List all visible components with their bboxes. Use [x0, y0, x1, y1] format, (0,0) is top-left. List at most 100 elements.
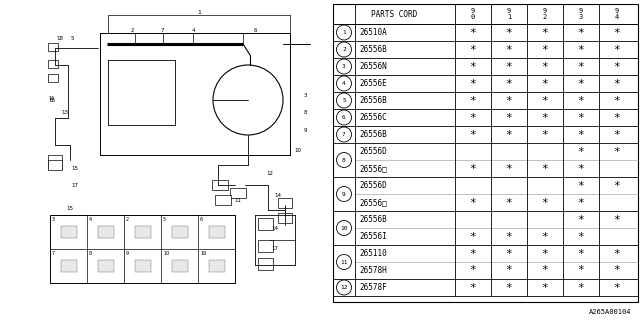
Text: *: *: [506, 78, 513, 89]
Circle shape: [337, 280, 351, 295]
Text: *: *: [541, 78, 548, 89]
Text: 16: 16: [200, 251, 206, 256]
Text: *: *: [541, 266, 548, 276]
Text: *: *: [614, 249, 620, 259]
Text: *: *: [614, 147, 620, 156]
Text: *: *: [578, 180, 584, 190]
Bar: [61, 260, 77, 272]
Text: 10: 10: [163, 251, 169, 256]
Text: *: *: [470, 130, 476, 140]
Text: *: *: [614, 61, 620, 71]
Text: 14: 14: [275, 193, 282, 197]
Text: *: *: [506, 283, 513, 292]
Bar: [258, 258, 273, 270]
Bar: [134, 226, 150, 238]
Text: 26556D: 26556D: [359, 147, 387, 156]
Text: *: *: [470, 231, 476, 242]
Text: 10: 10: [294, 148, 301, 153]
Bar: [258, 240, 273, 252]
Circle shape: [337, 187, 351, 202]
Text: 7: 7: [52, 251, 55, 256]
Circle shape: [337, 42, 351, 57]
Circle shape: [337, 127, 351, 142]
Text: *: *: [470, 28, 476, 37]
Circle shape: [337, 76, 351, 91]
Circle shape: [337, 59, 351, 74]
Text: 26556E: 26556E: [359, 79, 387, 88]
Text: *: *: [614, 44, 620, 54]
Text: *: *: [541, 61, 548, 71]
Text: *: *: [578, 95, 584, 106]
Circle shape: [337, 25, 351, 40]
Bar: [134, 260, 150, 272]
Text: A265A00104: A265A00104: [589, 309, 631, 315]
Text: 14: 14: [271, 226, 278, 231]
Text: 1: 1: [342, 30, 346, 35]
Bar: [333, 4, 638, 302]
Text: *: *: [470, 113, 476, 123]
Bar: [61, 226, 77, 238]
Text: *: *: [578, 28, 584, 37]
Text: *: *: [614, 180, 620, 190]
Text: 16: 16: [49, 98, 56, 102]
Text: 17: 17: [271, 246, 278, 251]
Text: *: *: [470, 249, 476, 259]
Text: PARTS CORD: PARTS CORD: [371, 10, 417, 19]
Text: 26556C: 26556C: [359, 113, 387, 122]
Text: *: *: [541, 28, 548, 37]
Text: *: *: [614, 266, 620, 276]
Text: 9: 9: [303, 127, 307, 132]
Text: *: *: [506, 231, 513, 242]
Text: *: *: [614, 283, 620, 292]
Text: *: *: [578, 266, 584, 276]
Text: 26556B: 26556B: [359, 96, 387, 105]
Text: 26556D: 26556D: [359, 181, 387, 190]
Text: 12: 12: [266, 171, 273, 175]
Bar: [48, 43, 58, 51]
Text: 5: 5: [163, 217, 166, 222]
Text: 5: 5: [342, 98, 346, 103]
Text: *: *: [578, 130, 584, 140]
Text: *: *: [578, 78, 584, 89]
Text: 6: 6: [200, 217, 203, 222]
Text: *: *: [506, 95, 513, 106]
Text: *: *: [541, 231, 548, 242]
Text: 10: 10: [340, 226, 348, 230]
Text: 12: 12: [340, 285, 348, 290]
Text: 15: 15: [72, 165, 79, 171]
Text: 3: 3: [342, 64, 346, 69]
Bar: [50, 215, 235, 283]
Text: *: *: [614, 130, 620, 140]
Text: *: *: [506, 266, 513, 276]
Text: 5: 5: [70, 36, 74, 41]
Text: *: *: [578, 44, 584, 54]
Circle shape: [337, 153, 351, 167]
Text: 8: 8: [89, 251, 92, 256]
Text: 4: 4: [342, 81, 346, 86]
Text: *: *: [541, 113, 548, 123]
Text: 26556N: 26556N: [359, 62, 387, 71]
Text: *: *: [578, 283, 584, 292]
Text: 9
4: 9 4: [615, 8, 619, 20]
Text: 15: 15: [67, 206, 74, 211]
Text: *: *: [470, 61, 476, 71]
Text: *: *: [614, 95, 620, 106]
Text: *: *: [470, 95, 476, 106]
Bar: [278, 198, 292, 208]
Text: *: *: [506, 164, 513, 173]
Bar: [172, 260, 188, 272]
Text: 17: 17: [72, 182, 79, 188]
Text: 11: 11: [234, 197, 241, 203]
Text: *: *: [541, 130, 548, 140]
Circle shape: [337, 254, 351, 269]
Text: 16: 16: [49, 96, 55, 101]
Text: *: *: [470, 44, 476, 54]
Text: 4: 4: [89, 217, 92, 222]
Text: *: *: [541, 249, 548, 259]
Bar: [48, 155, 62, 169]
Text: 7: 7: [160, 28, 164, 33]
Bar: [212, 180, 228, 190]
Bar: [258, 218, 273, 230]
Text: 26556□: 26556□: [359, 198, 387, 207]
Text: 2: 2: [342, 47, 346, 52]
